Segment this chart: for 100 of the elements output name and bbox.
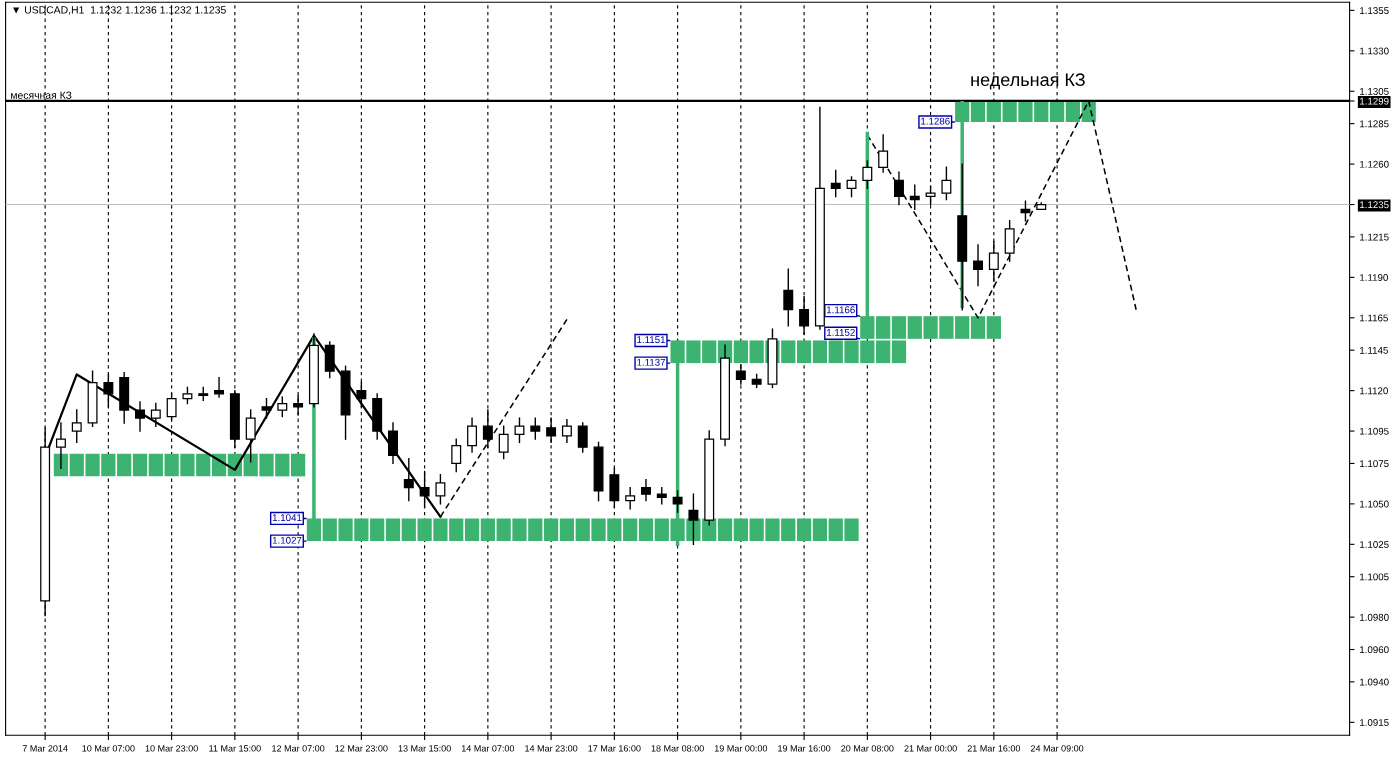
bar	[796, 340, 812, 364]
y-tick-label: 1.1095	[1360, 427, 1389, 435]
candlestick	[830, 169, 841, 198]
bar	[986, 316, 1001, 339]
x-tick-label: 12 Mar 07:00	[272, 745, 325, 752]
bar	[480, 518, 495, 542]
bar	[1049, 100, 1065, 123]
bar	[970, 100, 986, 123]
bar	[812, 518, 828, 542]
y-tick-label: 1.1285	[1360, 120, 1389, 128]
bar	[796, 518, 812, 542]
bar	[733, 518, 748, 542]
annotation: 1.1166	[826, 306, 855, 314]
y-tick-label: 1.0940	[1360, 678, 1389, 686]
x-tick-label: 14 Mar 07:00	[461, 745, 515, 752]
candlestick	[625, 487, 636, 510]
annotation: 1.1027	[272, 536, 302, 544]
candlestick	[688, 493, 699, 546]
bar	[385, 518, 401, 542]
bar	[970, 316, 986, 339]
y-tick-label: 1.1215	[1360, 233, 1389, 241]
bar	[543, 518, 559, 542]
bar	[623, 518, 638, 542]
annotation: недельная КЗ	[971, 73, 1085, 90]
bar	[148, 453, 163, 477]
x-tick-label: 20 Mar 08:00	[841, 745, 894, 752]
bar	[370, 518, 385, 542]
y-tick-label: 1.1260	[1360, 160, 1389, 168]
candlestick	[214, 376, 225, 398]
candlestick	[941, 166, 952, 201]
candlestick	[893, 171, 904, 206]
candlestick	[530, 417, 541, 440]
bar	[812, 340, 828, 364]
candlestick	[672, 490, 683, 513]
bar	[986, 100, 1001, 123]
bar	[1065, 100, 1081, 123]
bar	[717, 518, 733, 542]
x-tick-label: 17 Mar 16:00	[588, 745, 641, 752]
y-tick-label: 1.0980	[1360, 613, 1389, 621]
candlestick	[261, 398, 272, 419]
candlestick	[467, 417, 478, 453]
candlestick	[846, 176, 857, 198]
bar	[559, 518, 575, 542]
bar	[733, 340, 748, 364]
y-tick-label: 1.1299	[1360, 97, 1389, 105]
x-tick-label: 11 Mar 15:00	[209, 745, 261, 752]
bar	[638, 518, 654, 542]
y-tick-label: 1.1075	[1360, 460, 1389, 468]
candlestick	[451, 438, 462, 473]
candlestick	[71, 409, 82, 444]
chart-title: ▼ USDCAD,H1 1.1232 1.1236 1.1232 1.1235	[13, 6, 226, 15]
candlestick	[277, 396, 288, 418]
x-tick-label: 10 Mar 07:00	[82, 745, 135, 752]
y-tick-label: 1.1050	[1360, 500, 1389, 508]
candlestick	[909, 184, 920, 211]
candlestick	[862, 160, 873, 190]
candlestick	[403, 457, 414, 502]
bar	[117, 453, 132, 477]
y-tick-label: 1.0915	[1360, 719, 1389, 726]
bar	[464, 518, 480, 542]
x-tick-label: 10 Mar 23:00	[145, 745, 198, 752]
candlestick	[561, 419, 572, 444]
bar	[291, 453, 306, 477]
x-tick-label: 24 Mar 09:00	[1030, 745, 1084, 752]
candlestick	[514, 417, 525, 444]
candlestick	[641, 478, 651, 502]
y-tick-label: 1.1235	[1360, 201, 1389, 209]
x-tick-label: 21 Mar 00:00	[904, 745, 957, 752]
x-tick-label: 14 Mar 23:00	[525, 745, 578, 752]
x-tick-label: 13 Mar 15:00	[398, 745, 451, 752]
x-tick-label: 21 Mar 16:00	[967, 745, 1021, 752]
x-tick-label: 12 Mar 23:00	[335, 745, 388, 752]
y-tick-label: 1.1330	[1360, 47, 1389, 55]
annotation: 1.1137	[637, 358, 666, 366]
candlestick	[783, 268, 794, 327]
annotation: 1.1152	[826, 329, 855, 336]
y-tick-label: 1.1120	[1360, 387, 1388, 395]
y-tick-label: 1.1165	[1360, 314, 1388, 322]
y-tick-label: 1.1005	[1360, 573, 1389, 581]
y-tick-label: 1.1145	[1360, 346, 1388, 354]
bar	[132, 453, 148, 477]
x-tick-label: 19 Mar 00:00	[714, 745, 768, 752]
y-tick-label: 1.0960	[1360, 646, 1389, 654]
candlestick	[435, 474, 446, 505]
annotation: 1.1041	[272, 514, 302, 522]
annotation: 1.1151	[637, 336, 666, 344]
y-tick-label: 1.1305	[1360, 88, 1389, 95]
candlestick	[150, 402, 161, 427]
candlestick	[577, 422, 588, 453]
candlestick	[1020, 200, 1031, 222]
annotation: 1.1286	[921, 117, 950, 125]
candlestick	[878, 134, 889, 173]
x-tick-label: 19 Mar 16:00	[778, 745, 831, 752]
y-tick-label: 1.1355	[1360, 7, 1389, 14]
ref-line-label: месячная КЗ	[11, 91, 72, 99]
x-tick-label: 7 Mar 2014	[22, 745, 68, 752]
candlestick	[135, 401, 145, 432]
x-tick-label: 18 Mar 08:00	[651, 745, 704, 752]
candlestick	[973, 244, 983, 287]
y-tick-label: 1.1025	[1360, 541, 1389, 548]
